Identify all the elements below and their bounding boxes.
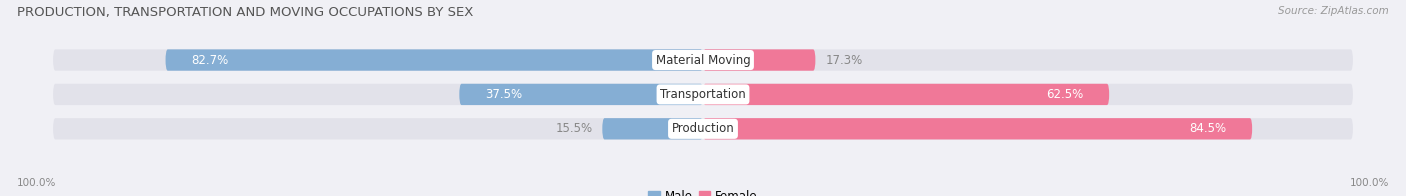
FancyBboxPatch shape xyxy=(53,49,1353,71)
Text: 84.5%: 84.5% xyxy=(1189,122,1226,135)
Text: Material Moving: Material Moving xyxy=(655,54,751,66)
FancyBboxPatch shape xyxy=(703,49,815,71)
Legend: Male, Female: Male, Female xyxy=(644,186,762,196)
Text: Production: Production xyxy=(672,122,734,135)
FancyBboxPatch shape xyxy=(703,84,1109,105)
Text: PRODUCTION, TRANSPORTATION AND MOVING OCCUPATIONS BY SEX: PRODUCTION, TRANSPORTATION AND MOVING OC… xyxy=(17,6,474,19)
Text: 17.3%: 17.3% xyxy=(825,54,862,66)
Text: 37.5%: 37.5% xyxy=(485,88,523,101)
Text: 100.0%: 100.0% xyxy=(1350,178,1389,188)
Text: Transportation: Transportation xyxy=(661,88,745,101)
FancyBboxPatch shape xyxy=(460,84,703,105)
Text: 82.7%: 82.7% xyxy=(191,54,229,66)
Text: 15.5%: 15.5% xyxy=(555,122,592,135)
FancyBboxPatch shape xyxy=(166,49,703,71)
Text: Source: ZipAtlas.com: Source: ZipAtlas.com xyxy=(1278,6,1389,16)
FancyBboxPatch shape xyxy=(602,118,703,140)
FancyBboxPatch shape xyxy=(53,84,1353,105)
FancyBboxPatch shape xyxy=(703,118,1253,140)
Text: 100.0%: 100.0% xyxy=(17,178,56,188)
FancyBboxPatch shape xyxy=(53,118,1353,140)
Text: 62.5%: 62.5% xyxy=(1046,88,1083,101)
